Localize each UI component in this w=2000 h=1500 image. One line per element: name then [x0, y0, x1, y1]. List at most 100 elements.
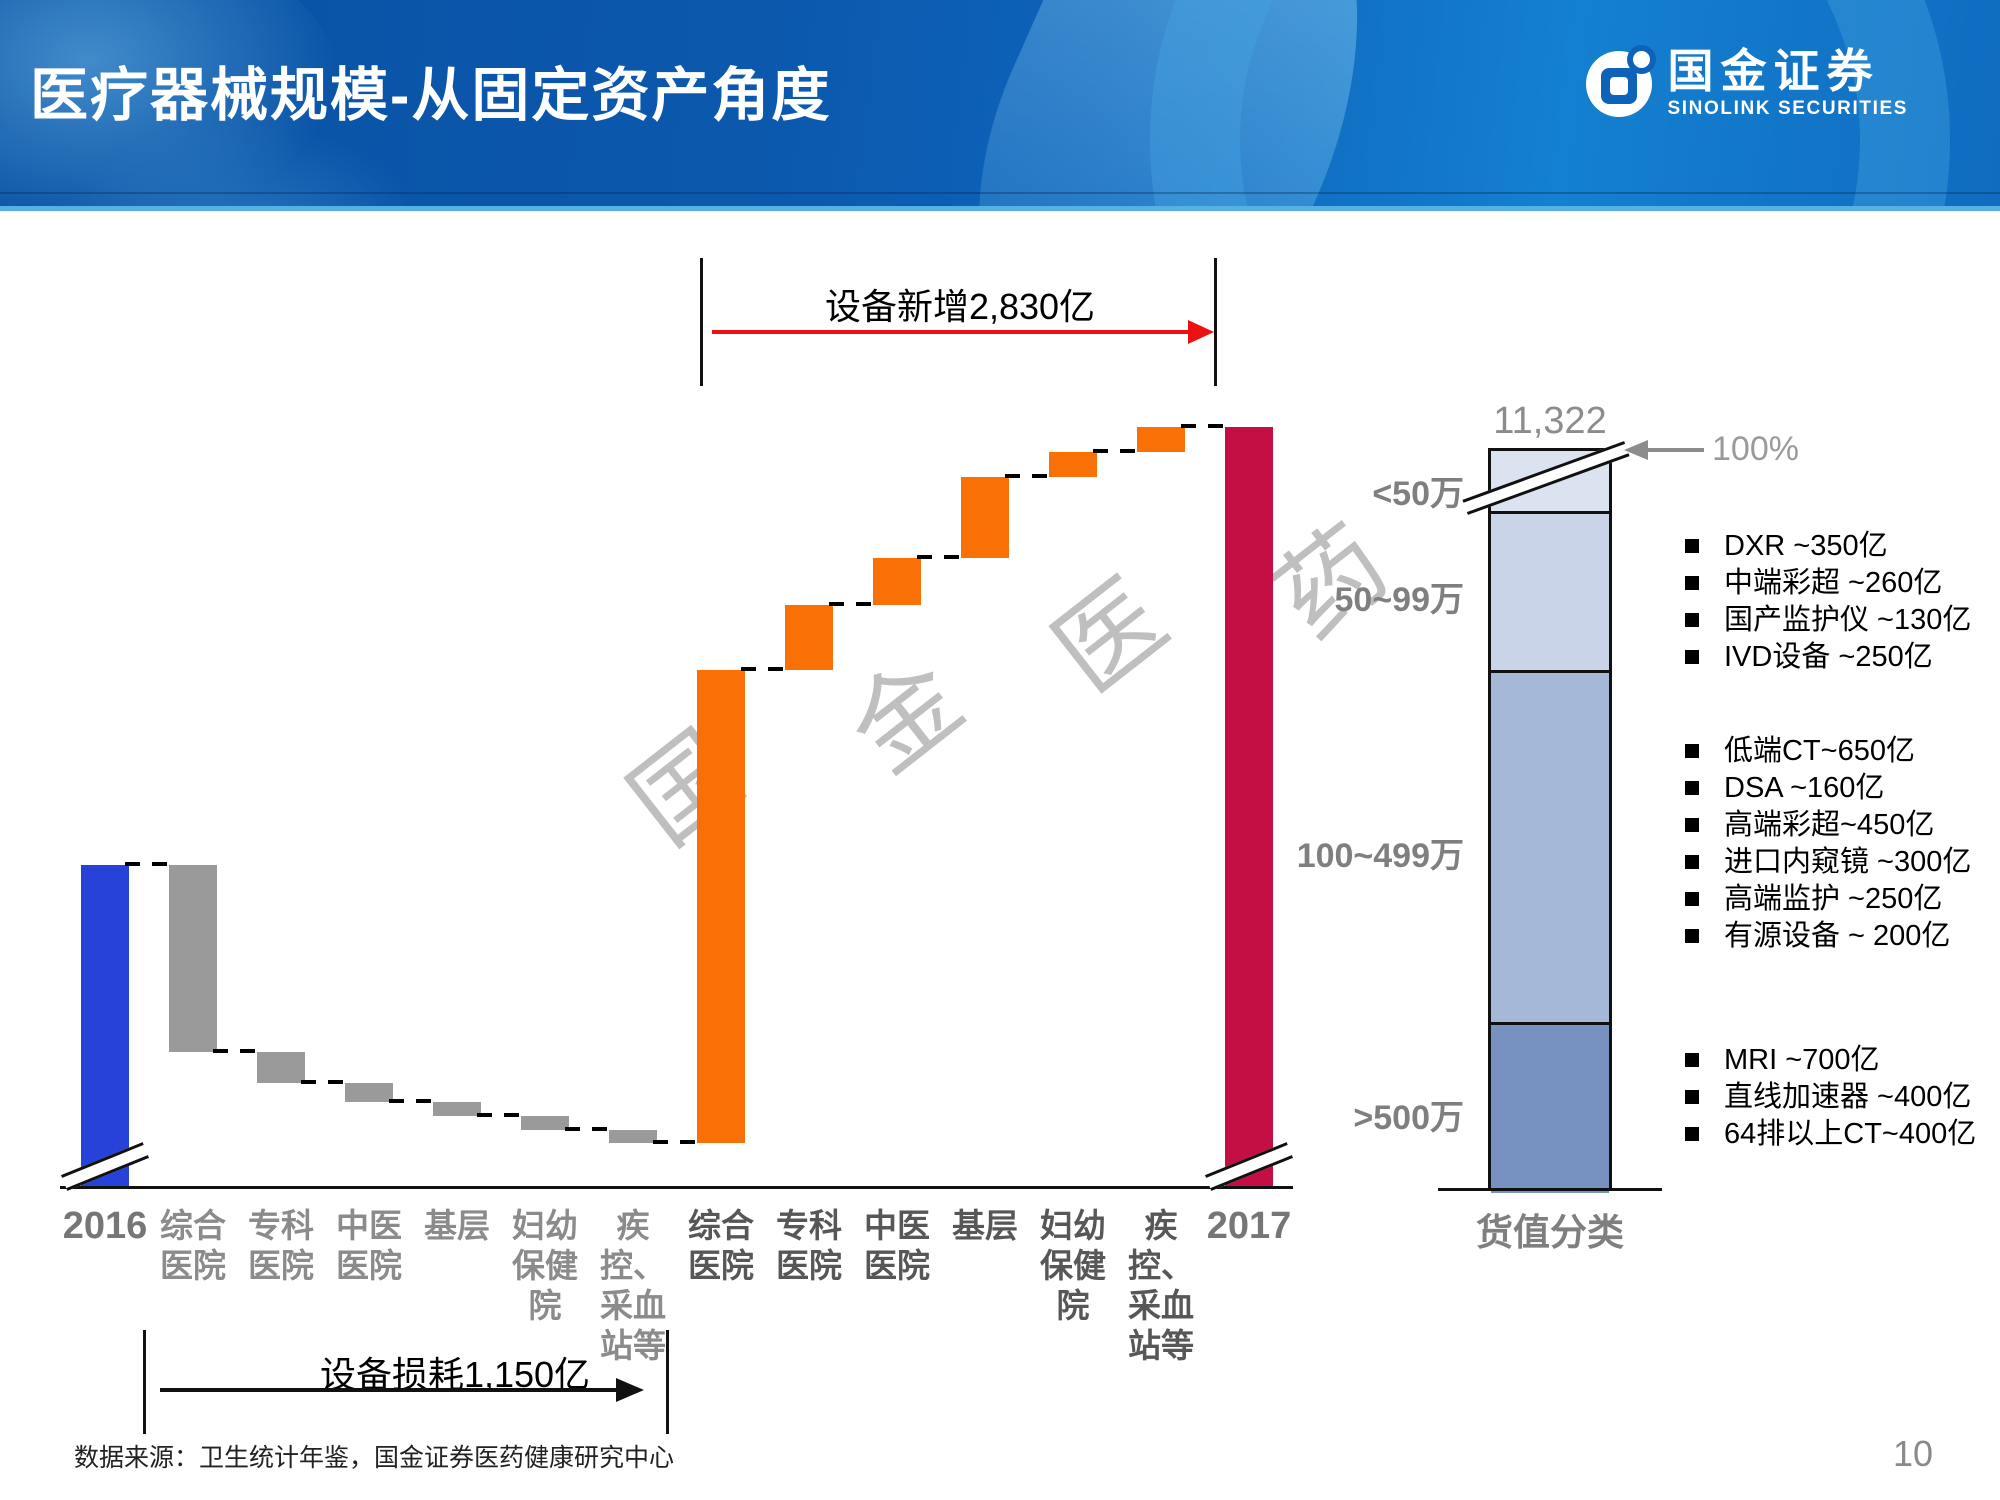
company-logo: 国金证券 SINOLINK SECURITIES — [1585, 45, 1908, 120]
waterfall-bar-中医医院 — [345, 1083, 393, 1102]
waterfall-connector — [653, 1140, 701, 1144]
list-item: MRI ~700亿 — [1682, 1042, 2000, 1079]
waterfall-connector — [829, 602, 877, 606]
stacked-segment-50~99万 — [1491, 514, 1609, 673]
list-item: DSA ~160亿 — [1682, 770, 2000, 807]
x-axis-label-基层: 基层 — [387, 1206, 527, 1246]
waterfall-connector — [1005, 474, 1053, 478]
x-axis-label-line: 基层 — [952, 1207, 1018, 1244]
x-axis-label-line: 中医 — [336, 1207, 402, 1244]
x-axis-label-line: 站等 — [600, 1327, 666, 1364]
x-axis-label-line: 医院 — [248, 1247, 314, 1284]
list-item: 进口内窥镜 ~300亿 — [1682, 844, 2000, 881]
x-axis-label-line: 控、 — [1128, 1247, 1194, 1284]
red-arrow-head — [1188, 320, 1214, 344]
waterfall-connector — [477, 1113, 525, 1117]
segment-label->500万: >500万 — [1353, 1099, 1464, 1137]
segment-label-50~99万: 50~99万 — [1334, 581, 1465, 619]
sinolink-logo-icon — [1585, 51, 1652, 117]
watermark-char: 医 — [1031, 555, 1189, 717]
list-item: 64排以上CT~400亿 — [1682, 1116, 2000, 1153]
x-axis-label-line: 疾 — [1144, 1207, 1178, 1244]
stacked-column — [1488, 448, 1612, 1193]
waterfall-connector — [917, 555, 965, 559]
x-axis-label-基层: 基层 — [915, 1206, 1055, 1246]
x-axis-label-line: 采血 — [1128, 1287, 1194, 1324]
x-axis-label-line: 医院 — [864, 1247, 930, 1284]
black-arrow-head — [616, 1378, 644, 1402]
x-axis-label-2016: 2016 — [35, 1206, 175, 1246]
waterfall-connector — [125, 862, 173, 866]
stacked-segment->500万 — [1491, 1025, 1609, 1193]
top-annotation-right-tick — [1214, 258, 1217, 386]
x-axis-label-妇幼保健院: 妇幼 保健院 — [1003, 1206, 1143, 1326]
x-axis-label-line: 疾 — [616, 1207, 650, 1244]
stacked-x-axis-title: 货值分类 — [1476, 1212, 1624, 1253]
red-arrow-line — [712, 330, 1190, 334]
waterfall-bar-疾控、采血站等 — [609, 1130, 657, 1143]
x-axis-label-line: 医院 — [160, 1247, 226, 1284]
list-item: IVD设备 ~250亿 — [1682, 639, 2000, 676]
waterfall-connector — [213, 1049, 261, 1053]
x-axis-label-line: 医院 — [336, 1247, 402, 1284]
x-axis-label-line: 采血 — [600, 1287, 666, 1324]
header-banner: 医疗器械规模-从固定资产角度 国金证券 SINOLINK SECURITIES — [0, 0, 2000, 211]
waterfall-connector — [301, 1080, 349, 1084]
x-axis-label-line: 基层 — [424, 1207, 490, 1244]
x-axis-label-line: 专科 — [776, 1207, 842, 1244]
header-swoosh-glow — [0, 0, 340, 206]
x-axis-label-line: 控、 — [600, 1247, 666, 1284]
x-axis-label-line: 2017 — [1206, 1205, 1292, 1247]
x-axis-label-line: 院 — [528, 1287, 562, 1324]
x-axis-label-line: 2016 — [62, 1205, 148, 1247]
waterfall-bar-中医医院 — [873, 558, 921, 605]
item-list-100~499万: 低端CT~650亿 DSA ~160亿 高端彩超~450亿 进口内窥镜 ~300亿 高端… — [1682, 733, 2000, 955]
header-swoosh-arc — [1150, 0, 1950, 206]
x-axis-label-line: 妇幼 — [1040, 1207, 1106, 1244]
x-axis-label-2017: 2017 — [1179, 1206, 1319, 1246]
item-list->500万: MRI ~700亿 直线加速器 ~400亿 64排以上CT~400亿 — [1682, 1042, 2000, 1153]
logo-text-en: SINOLINK SECURITIES — [1667, 98, 1908, 119]
waterfall-bar-2016 — [81, 865, 129, 1188]
waterfall-connector — [389, 1099, 437, 1103]
x-axis-label-line: 医院 — [688, 1247, 754, 1284]
waterfall-bar-专科医院 — [257, 1052, 305, 1083]
x-axis-label-中医医院: 中医 医院 — [299, 1206, 439, 1286]
list-item: 高端监护 ~250亿 — [1682, 881, 2000, 918]
header-hairline — [0, 192, 2000, 194]
waterfall-bar-基层 — [961, 477, 1009, 558]
source-note: 数据来源：卫生统计年鉴，国金证券医药健康研究中心 — [74, 1445, 675, 1472]
percent-arrow-line — [1646, 448, 1704, 452]
x-axis-label-中医医院: 中医 医院 — [827, 1206, 967, 1286]
list-item: 有源设备 ~ 200亿 — [1682, 918, 2000, 955]
waterfall-bar-基层 — [433, 1102, 481, 1116]
list-item: 直线加速器 ~400亿 — [1682, 1079, 2000, 1116]
waterfall-bar-2017 — [1225, 427, 1273, 1188]
x-axis-label-疾控、采血站等: 疾控、 采血 站等 — [563, 1206, 703, 1366]
bottom-annotation-left-tick — [143, 1330, 146, 1434]
x-axis-label-line: 专科 — [248, 1207, 314, 1244]
page-title: 医疗器械规模-从固定资产角度 — [30, 63, 832, 128]
list-item: 高端彩超~450亿 — [1682, 807, 2000, 844]
page-number: 10 — [1893, 1433, 1934, 1474]
x-axis-label-专科医院: 专科 医院 — [211, 1206, 351, 1286]
top-annotation-left-tick — [700, 258, 703, 386]
x-axis-label-line: 站等 — [1128, 1327, 1194, 1364]
waterfall-connector — [741, 667, 789, 671]
black-arrow-line — [160, 1388, 618, 1392]
segment-label-<50万: <50万 — [1372, 475, 1464, 513]
list-item: DXR ~350亿 — [1682, 528, 2000, 565]
waterfall-bar-妇幼保健院 — [1049, 452, 1097, 477]
equipment-addition-label: 设备新增2,830亿 — [824, 286, 1096, 327]
waterfall-bar-专科医院 — [785, 605, 833, 670]
x-axis-label-综合医院: 综合 医院 — [123, 1206, 263, 1286]
x-axis-label-line: 综合 — [160, 1207, 226, 1244]
item-list-50~99万: DXR ~350亿 中端彩超 ~260亿 国产监护仪 ~130亿 IVD设备 ~250… — [1682, 528, 2000, 676]
logo-text-cn: 国金证券 — [1667, 45, 1880, 97]
waterfall-connector — [1093, 449, 1141, 453]
x-axis-label-line: 妇幼 — [512, 1207, 578, 1244]
stacked-total-value: 11,322 — [1493, 400, 1607, 442]
waterfall-connector — [1181, 424, 1229, 428]
waterfall-bar-疾控、采血站等 — [1137, 427, 1185, 452]
